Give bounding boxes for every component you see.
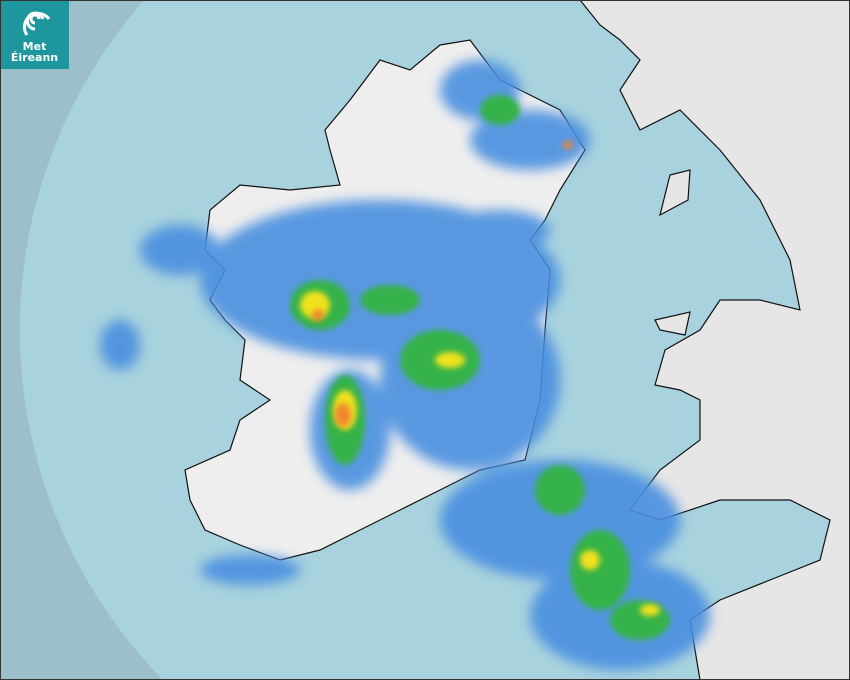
swirl-logo-icon — [22, 11, 50, 36]
logo-text-eireann: Éireann — [10, 51, 59, 64]
anglesey — [654, 311, 691, 336]
isle-of-man — [659, 169, 691, 217]
rain-very-heavy — [312, 141, 573, 427]
logo-text-met: Met — [22, 40, 47, 53]
met-eireann-logo[interactable]: Met Éireann — [0, 0, 69, 69]
